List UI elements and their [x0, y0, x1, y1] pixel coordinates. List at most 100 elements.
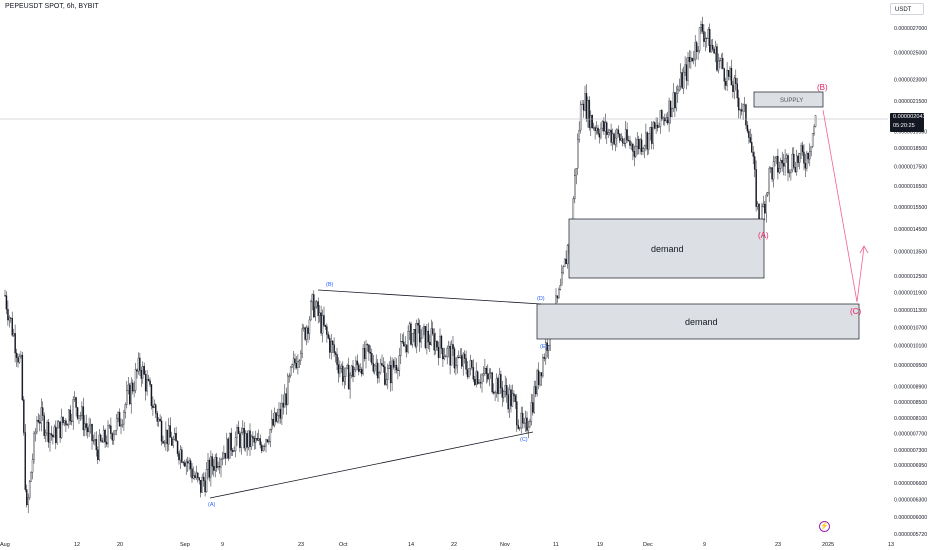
candle-body: [674, 92, 676, 109]
price-tick-label: 0.0000016500: [894, 184, 927, 190]
candle-body: [316, 301, 318, 308]
wave-label-d: (D): [537, 296, 545, 302]
candle: [565, 250, 567, 265]
candle: [313, 290, 315, 318]
candle: [447, 340, 450, 358]
candle: [417, 318, 419, 334]
price-axis[interactable]: 0.0000027000 0.0000025000 0.0000023000 0.00…: [894, 26, 927, 538]
candle: [811, 133, 814, 149]
candle: [298, 358, 301, 368]
candle-body: [253, 438, 256, 443]
candle: [86, 423, 89, 439]
candle: [479, 373, 482, 389]
candle: [526, 411, 528, 433]
candle: [24, 424, 26, 493]
candle-body: [616, 129, 618, 139]
candle: [21, 351, 24, 402]
candle-body: [356, 360, 359, 366]
candle-body: [5, 295, 8, 310]
demand-zone-upper[interactable]: [568, 218, 765, 279]
candle: [440, 334, 443, 355]
candle-body: [34, 431, 37, 434]
candle-body: [68, 409, 70, 426]
currency-selector[interactable]: USDT: [890, 3, 924, 15]
candle: [211, 453, 214, 475]
candle-body: [582, 103, 585, 111]
lightning-icon[interactable]: ⚡: [819, 521, 830, 532]
candle: [204, 472, 206, 497]
candle: [608, 129, 611, 136]
candle-body: [781, 160, 783, 164]
candle-body: [651, 127, 653, 144]
candle-body: [121, 423, 124, 426]
candle-body: [675, 93, 678, 109]
candle: [259, 434, 261, 449]
candle: [462, 352, 464, 376]
candle-body: [223, 452, 225, 459]
candle-body: [388, 365, 390, 369]
candle-body: [321, 315, 324, 334]
candle-body: [656, 124, 659, 128]
price-tick-label: 0.0000021500: [894, 99, 927, 105]
candle-body: [101, 440, 103, 443]
candle-body: [224, 452, 227, 459]
candle-body: [623, 142, 625, 144]
candle: [559, 278, 562, 291]
supply-zone[interactable]: [753, 91, 824, 108]
candle-body: [288, 375, 290, 377]
candle: [178, 451, 180, 465]
candle-body: [78, 415, 80, 419]
candle: [635, 137, 637, 158]
candle: [426, 324, 428, 355]
candle-body: [613, 133, 615, 145]
candle-body: [503, 391, 505, 398]
candle: [314, 300, 316, 322]
candle: [50, 425, 53, 441]
candle: [642, 147, 644, 155]
forecast-arrowhead: [859, 245, 869, 254]
candle-body: [185, 461, 187, 467]
candle: [542, 353, 544, 379]
candle-body: [98, 434, 100, 460]
candle-body: [668, 100, 670, 124]
candle: [11, 311, 13, 337]
candle-body: [285, 393, 287, 406]
candle: [185, 458, 187, 475]
candle-body: [588, 100, 591, 128]
candle: [78, 415, 80, 424]
candle-body: [697, 50, 699, 52]
candle-body: [769, 167, 772, 169]
triangle-upper-trendline[interactable]: [317, 289, 542, 305]
candle-body: [14, 333, 16, 354]
candle: [595, 121, 598, 135]
candle: [603, 117, 605, 135]
time-axis[interactable]: Aug 12 20 Sep 9 23 Oct 14 22 Nov 11 19 Dec 9 23 2025 13: [0, 542, 894, 548]
candle: [362, 344, 364, 376]
candle: [387, 363, 389, 390]
candle-body: [131, 382, 134, 392]
candle: [130, 377, 132, 414]
time-tick-label: 12: [74, 542, 80, 548]
candle-body: [658, 126, 660, 128]
forecast-path[interactable]: [822, 109, 865, 303]
candle: [10, 317, 12, 323]
candle: [71, 413, 73, 426]
candle: [788, 169, 791, 178]
candle: [249, 423, 251, 456]
candle-body: [458, 357, 460, 359]
time-tick-label: 2025: [822, 542, 834, 548]
candle-body: [695, 42, 698, 52]
candle: [668, 97, 670, 132]
candle: [118, 408, 121, 427]
candle: [414, 323, 417, 349]
candle: [453, 346, 456, 374]
demand-zone-lower[interactable]: [536, 303, 860, 340]
candle: [305, 325, 308, 346]
candle: [165, 421, 167, 451]
triangle-lower-trendline[interactable]: [209, 431, 534, 499]
candle: [685, 57, 688, 90]
candle: [156, 410, 158, 427]
candle-body: [755, 169, 757, 207]
candle-body: [33, 433, 35, 460]
